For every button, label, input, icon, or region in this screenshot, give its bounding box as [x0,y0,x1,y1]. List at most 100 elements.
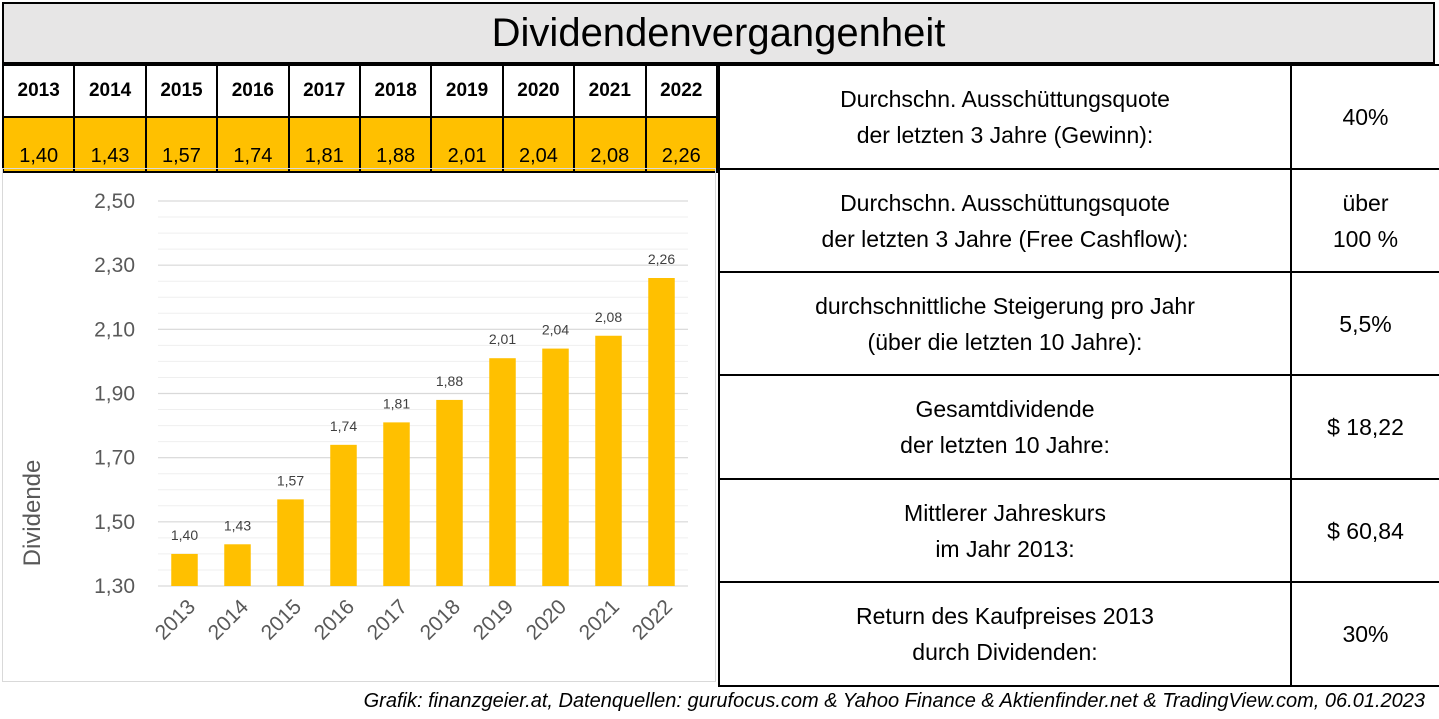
year-cell: 2019 [430,64,504,118]
metric-label-line: der letzten 3 Jahre (Free Cashflow): [821,225,1189,252]
bar-data-label: 2,08 [595,309,622,325]
chart-svg: 1,30 1,50 1,70 1,90 2,10 2,30 2,50 1,40 2013 1,43… [94,190,688,645]
bar [277,499,304,586]
x-tick-label: 2018 [416,595,465,644]
bar [595,335,622,586]
metrics-table: Durchschn. Ausschüttungsquote der letzten… [718,64,1439,687]
x-tick-label: 2021 [575,595,624,644]
y-axis-label: Dividende [19,459,46,567]
metric-label: Gesamtdividende der letzten 10 Jahre: [718,374,1292,480]
page-title: Dividendenvergangenheit [2,2,1435,64]
year-cell: 2021 [573,64,647,118]
metric-label-line: Gesamtdividende [915,396,1095,422]
year-cell: 2017 [287,64,361,118]
metric-value: 30% [1290,581,1439,687]
bar-data-label: 1,88 [436,373,463,389]
metric-value: 5,5% [1290,271,1439,376]
metric-label-line: Durchschn. Ausschüttungsquote [840,189,1170,216]
metric-label: Durchschn. Ausschüttungsquote der letzten… [718,168,1292,273]
metric-value-line: 40% [1342,104,1389,130]
metric-row: Durchschn. Ausschüttungsquote der letzten… [718,168,1439,273]
bar [383,422,410,586]
y-tick-label: 1,70 [94,447,135,470]
year-cell: 2018 [358,64,433,118]
metric-label-line: Durchschn. Ausschüttungsquote [840,86,1170,112]
bar-data-label: 1,43 [224,517,251,533]
metric-value: 40% [1290,64,1439,170]
bar [171,553,198,586]
metric-value-line: 5,5% [1339,310,1392,337]
bar-data-label: 1,40 [171,527,198,543]
metric-label-line: Return des Kaufpreises 2013 [856,603,1154,629]
metric-value-line: 30% [1342,621,1389,647]
metric-label: Return des Kaufpreises 2013 durch Dividen… [718,581,1292,687]
metric-label-line: durch Dividenden: [912,639,1098,665]
metric-label: Mittlerer Jahreskurs im Jahr 2013: [718,478,1292,583]
metric-label: durchschnittliche Steigerung pro Jahr (üb… [718,271,1292,376]
year-cell: 2015 [144,64,219,118]
dividend-year-table: 2013 2014 2015 2016 2017 2018 2019 2020 … [1,64,719,173]
dividend-value-cell: 1,57 [144,116,219,173]
y-tick-label: 1,50 [94,511,135,534]
metric-value-line: $ 18,22 [1327,414,1404,440]
metric-label-line: (über die letzten 10 Jahre): [867,328,1143,355]
metric-row: durchschnittliche Steigerung pro Jahr (üb… [718,271,1439,376]
metric-row: Return des Kaufpreises 2013 durch Dividen… [718,581,1439,687]
metric-label-line: im Jahr 2013: [935,535,1075,562]
x-tick-label: 2015 [257,595,306,644]
bar [489,358,516,586]
metric-label: Durchschn. Ausschüttungsquote der letzten… [718,64,1292,170]
dividend-value-cell: 2,08 [573,116,647,173]
metric-value-line: 100 % [1332,225,1399,252]
x-tick-label: 2013 [151,595,200,644]
metric-value: $ 18,22 [1290,374,1439,480]
dividend-chart: 1,30 1,50 1,70 1,90 2,10 2,30 2,50 1,40 2013 1,43… [2,168,716,682]
source-footer: Grafik: finanzgeier.at, Datenquellen: gu… [363,690,1425,712]
dividend-value-cell: 1,43 [73,116,147,173]
bar-data-label: 1,74 [330,418,357,434]
metric-label-line: Mittlerer Jahreskurs [904,499,1106,526]
dividend-value-cell: 2,04 [501,116,576,173]
dividend-value-cell: 2,26 [644,116,719,173]
metric-value: $ 60,84 [1290,478,1439,583]
x-tick-label: 2022 [628,595,677,644]
y-tick-label: 1,30 [94,575,135,598]
dividend-value-cell: 2,01 [430,116,504,173]
metric-label-line: der letzten 10 Jahre: [900,432,1110,458]
metric-label-line: der letzten 3 Jahre (Gewinn): [856,122,1154,148]
y-tick-label: 1,90 [94,383,135,406]
dividend-value-cell: 1,81 [287,116,361,173]
y-tick-label: 2,30 [94,254,135,277]
year-cell: 2016 [216,64,290,118]
bar [648,278,675,586]
x-tick-label: 2014 [204,595,254,645]
dividend-value-cell: 1,40 [1,116,76,173]
bar [436,399,463,586]
metric-value-line: über [1342,189,1389,216]
x-tick-label: 2019 [469,595,518,644]
bar [330,444,357,586]
year-row: 2013 2014 2015 2016 2017 2018 2019 2020 … [1,64,719,118]
metric-row: Durchschn. Ausschüttungsquote der letzten… [718,64,1439,170]
x-tick-label: 2016 [310,595,359,644]
year-cell: 2022 [644,64,719,118]
metric-row: Gesamtdividende der letzten 10 Jahre: $ 1… [718,374,1439,480]
year-cell: 2013 [1,64,76,118]
metric-label-line: durchschnittliche Steigerung pro Jahr [815,292,1195,319]
x-tick-label: 2020 [522,595,571,644]
bar-data-label: 1,57 [277,472,304,488]
bar-data-label: 2,04 [542,322,569,338]
y-tick-label: 2,10 [94,318,135,341]
bar-data-label: 2,26 [648,251,675,267]
bar-data-label: 1,81 [383,395,410,411]
dividend-value-row: 1,40 1,43 1,57 1,74 1,81 1,88 2,01 2,04 … [1,116,719,173]
metric-value: über 100 % [1290,168,1439,273]
metric-row: Mittlerer Jahreskurs im Jahr 2013: $ 60,8… [718,478,1439,583]
year-cell: 2020 [501,64,576,118]
dividend-value-cell: 1,88 [358,116,433,173]
x-tick-label: 2017 [363,595,412,644]
metric-value-line: $ 60,84 [1327,517,1404,544]
dividend-value-cell: 1,74 [216,116,290,173]
bar [224,544,251,586]
bar-data-label: 2,01 [489,331,516,347]
